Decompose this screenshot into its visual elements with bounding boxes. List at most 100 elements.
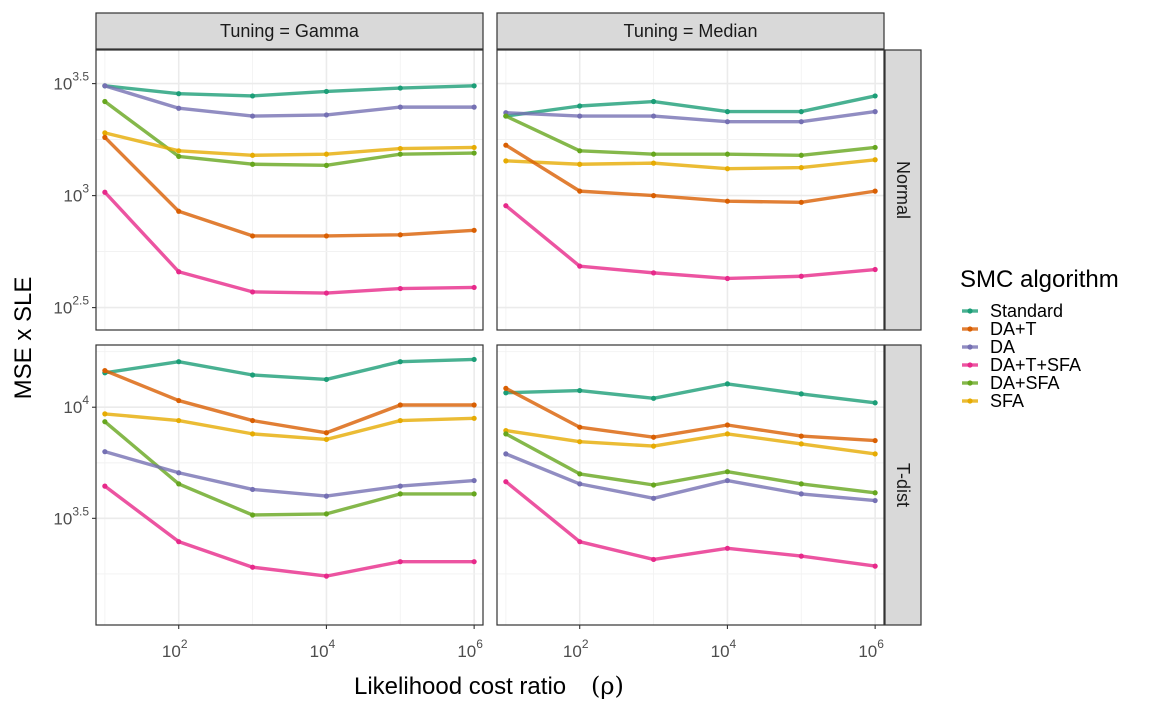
data-point [798,481,804,487]
y-tick-label: 103.5 [53,70,89,94]
series-line-da [104,84,475,118]
data-point [323,290,330,296]
data-point [872,157,878,163]
data-point [249,564,256,570]
data-point [102,83,108,89]
data-point [724,431,731,437]
data-point [323,151,330,157]
axis-ticks: 102.5 103 103.5 103.5 104 102 104 106 102 104 106 [53,70,884,661]
series-line-sfa [104,131,475,157]
data-point [798,119,804,125]
legend-label: DA+T+SFA [990,355,1081,375]
data-point [176,481,182,487]
data-point [503,385,509,391]
data-point [323,88,330,95]
data-point [577,263,583,269]
data-point [503,113,509,119]
data-point [323,162,330,168]
data-point [471,356,477,363]
data-point [503,390,509,396]
data-point [397,145,403,152]
y-tick-label: 102.5 [53,294,89,318]
data-point [249,152,256,158]
data-point [872,144,878,151]
data-point [503,479,509,485]
panels-layer [95,49,885,626]
data-point [397,359,403,365]
legend-item: DA+T [962,319,1037,339]
panel-border [95,49,484,331]
data-point [102,449,108,455]
data-point [798,433,804,439]
data-point [323,493,330,499]
data-point [471,415,477,421]
data-point [798,152,804,158]
data-point [249,93,256,99]
data-point [102,130,108,136]
series-line-da-t [103,136,475,238]
series-line-da-sfa [103,420,475,517]
panel-t-dist-median [496,344,885,626]
data-point [577,103,583,109]
data-point [872,563,878,569]
series-line-da-t [505,386,876,443]
series-line-sfa [104,412,475,442]
data-point [650,395,657,401]
data-point [577,539,583,545]
y-tick-label: 103.5 [53,504,89,528]
data-point [249,431,256,437]
data-point [650,443,657,449]
data-point [650,151,657,157]
x-tick-label: 104 [310,637,336,661]
legend-label: SFA [990,391,1024,411]
x-axis-symbol: (ρ) [591,672,624,700]
data-point [176,153,182,159]
data-point [503,451,509,457]
series-line-da [505,109,876,124]
data-point [471,227,477,233]
data-point [249,372,256,378]
column-strip [95,12,484,50]
x-tick-label: 104 [711,637,737,661]
data-point [798,391,804,397]
data-point [650,270,657,276]
data-point [471,559,477,565]
data-point [397,104,403,110]
panel-border [496,344,885,626]
legend-key-point [967,380,973,386]
data-point [397,559,403,565]
data-point [798,553,804,559]
legend-key-point [967,326,973,332]
data-point [102,189,108,195]
series-line-da [104,450,475,498]
series-line-da-sfa [505,114,876,157]
data-point [471,144,477,151]
data-point [323,511,330,517]
x-tick-label: 106 [457,637,483,661]
row-strip [884,344,922,626]
data-point [249,486,256,493]
data-point [798,491,804,497]
panel-normal-gamma [95,49,484,331]
series-line-da-t-sfa [504,204,876,281]
data-point [724,545,731,551]
data-point [872,109,878,115]
series-line-standard [505,382,876,405]
column-strip-label: Tuning = Median [624,21,758,41]
legend-item: DA+SFA [962,373,1060,393]
data-point [503,158,509,164]
data-point [872,266,878,273]
series-line-standard [104,357,475,382]
legend-item: Standard [962,301,1063,321]
series-line-da-sfa [505,432,876,495]
y-axis-title: MSE x SLE [10,277,37,400]
x-tick-label: 102 [162,637,188,661]
x-tick-label: 106 [858,637,884,661]
data-point [176,539,182,545]
data-point [323,112,330,118]
data-point [176,470,182,476]
series-line-standard [104,84,475,98]
data-point [798,199,804,205]
data-point [724,469,731,475]
legend-label: DA+SFA [990,373,1060,393]
